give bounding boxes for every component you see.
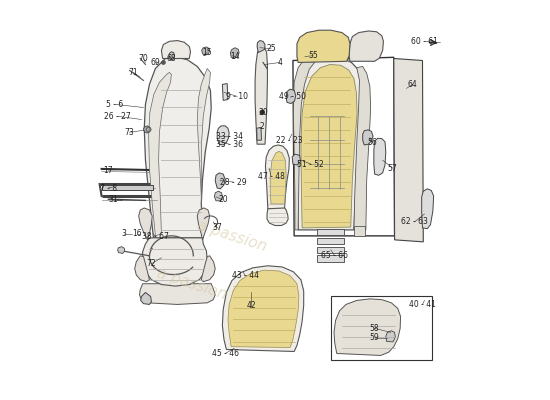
Text: 60 - 61: 60 - 61 xyxy=(411,37,438,46)
Text: 25: 25 xyxy=(266,44,276,53)
Text: 69: 69 xyxy=(151,58,160,67)
Text: 58: 58 xyxy=(370,324,379,333)
Polygon shape xyxy=(161,40,190,58)
Polygon shape xyxy=(317,229,344,236)
Text: a passion: a passion xyxy=(195,218,269,255)
Text: 5 - 6: 5 - 6 xyxy=(106,100,123,109)
Polygon shape xyxy=(230,48,239,58)
Polygon shape xyxy=(148,72,172,236)
Polygon shape xyxy=(142,238,207,286)
Text: 37: 37 xyxy=(212,224,222,232)
Polygon shape xyxy=(202,47,210,56)
Polygon shape xyxy=(197,68,211,236)
Polygon shape xyxy=(139,208,152,240)
Polygon shape xyxy=(141,292,151,304)
Polygon shape xyxy=(266,145,289,209)
Text: 51 - 52: 51 - 52 xyxy=(298,160,324,169)
Polygon shape xyxy=(222,84,228,100)
Text: 3: 3 xyxy=(121,229,126,238)
Text: 40 - 41: 40 - 41 xyxy=(409,300,436,309)
Polygon shape xyxy=(214,191,222,201)
Text: 55: 55 xyxy=(308,51,318,60)
Polygon shape xyxy=(217,126,229,145)
Text: 38 - 67: 38 - 67 xyxy=(142,232,169,241)
Text: 62 - 63: 62 - 63 xyxy=(401,218,428,226)
Polygon shape xyxy=(197,208,210,240)
Polygon shape xyxy=(102,185,153,190)
Polygon shape xyxy=(267,208,288,226)
Polygon shape xyxy=(422,189,433,229)
Text: 16: 16 xyxy=(133,229,142,238)
Polygon shape xyxy=(222,266,304,352)
Text: 9 - 10: 9 - 10 xyxy=(226,92,248,101)
Text: 68: 68 xyxy=(167,54,176,63)
Text: 64: 64 xyxy=(408,80,417,89)
Text: 65 - 66: 65 - 66 xyxy=(321,251,348,260)
Polygon shape xyxy=(144,57,211,238)
Polygon shape xyxy=(374,138,386,175)
Polygon shape xyxy=(201,256,215,282)
Text: 72: 72 xyxy=(147,259,156,268)
Polygon shape xyxy=(257,40,265,52)
Text: 20: 20 xyxy=(218,196,228,204)
Text: 33 - 34: 33 - 34 xyxy=(216,132,243,141)
Text: 47 - 48: 47 - 48 xyxy=(257,172,284,180)
Polygon shape xyxy=(135,256,150,282)
Text: 73: 73 xyxy=(125,128,134,137)
Polygon shape xyxy=(228,270,299,348)
Polygon shape xyxy=(317,247,344,253)
Polygon shape xyxy=(317,256,344,262)
Text: 28 - 29: 28 - 29 xyxy=(220,178,246,186)
Text: 56: 56 xyxy=(368,138,377,147)
Polygon shape xyxy=(394,58,424,242)
Polygon shape xyxy=(144,126,150,133)
Polygon shape xyxy=(362,130,373,145)
Polygon shape xyxy=(301,64,357,228)
Text: 22 - 23: 22 - 23 xyxy=(276,136,303,145)
Polygon shape xyxy=(297,30,350,62)
Polygon shape xyxy=(257,128,261,140)
Polygon shape xyxy=(215,173,225,189)
Polygon shape xyxy=(293,61,315,230)
Circle shape xyxy=(260,110,264,114)
Text: 43 - 44: 43 - 44 xyxy=(232,271,258,280)
Text: 7 - 8: 7 - 8 xyxy=(100,184,117,192)
Polygon shape xyxy=(297,57,364,230)
Text: 57: 57 xyxy=(388,164,398,173)
Text: 30: 30 xyxy=(258,108,268,117)
Polygon shape xyxy=(386,331,395,342)
Polygon shape xyxy=(169,52,174,60)
Text: 59: 59 xyxy=(370,333,379,342)
Circle shape xyxy=(161,60,166,64)
Text: 2: 2 xyxy=(260,122,265,131)
Polygon shape xyxy=(317,238,344,244)
Polygon shape xyxy=(118,247,125,254)
Text: 31: 31 xyxy=(109,196,118,204)
Text: 26 - 27: 26 - 27 xyxy=(104,112,131,121)
Text: 71: 71 xyxy=(129,68,138,77)
Polygon shape xyxy=(255,46,267,144)
Text: 45 - 46: 45 - 46 xyxy=(212,349,239,358)
Polygon shape xyxy=(349,31,383,61)
Polygon shape xyxy=(140,284,215,304)
Text: 70: 70 xyxy=(139,54,148,63)
Text: 35 - 36: 35 - 36 xyxy=(216,140,243,149)
Text: 15: 15 xyxy=(202,48,212,57)
Polygon shape xyxy=(334,299,400,356)
Text: 17: 17 xyxy=(103,166,113,175)
Polygon shape xyxy=(270,151,286,204)
Polygon shape xyxy=(292,154,300,165)
Text: 49 - 50: 49 - 50 xyxy=(279,92,306,101)
Text: 14: 14 xyxy=(230,52,240,61)
Polygon shape xyxy=(354,226,365,236)
Text: 4: 4 xyxy=(277,58,282,67)
Text: 42: 42 xyxy=(246,301,256,310)
Polygon shape xyxy=(286,89,296,104)
Polygon shape xyxy=(354,66,371,230)
Text: a passion: a passion xyxy=(156,266,229,303)
